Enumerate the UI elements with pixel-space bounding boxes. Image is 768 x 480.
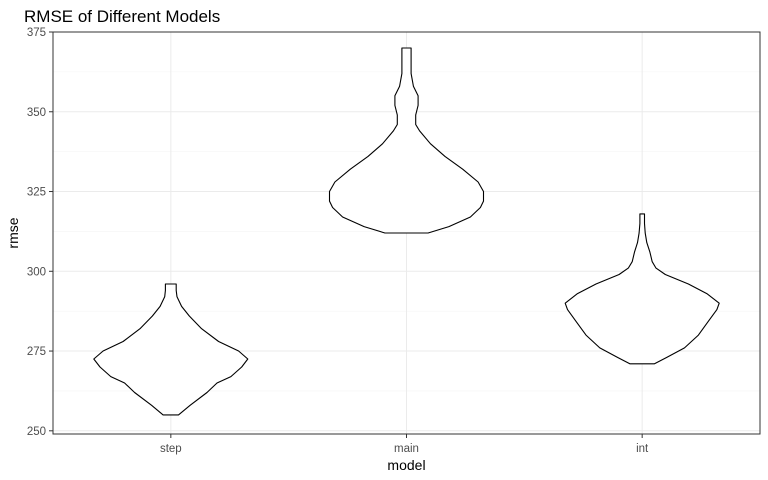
- x-tick-label-step: step: [160, 443, 182, 455]
- violin-int: [564, 213, 720, 365]
- violin-step: [93, 283, 249, 416]
- y-tick-label: 300: [27, 266, 46, 278]
- x-tick-label-int: int: [636, 443, 649, 455]
- x-axis-title: model: [387, 457, 425, 473]
- violins: [93, 47, 720, 416]
- x-axis: step main int: [160, 434, 649, 455]
- y-tick-label: 275: [27, 346, 46, 358]
- x-tick-label-main: main: [394, 443, 419, 455]
- y-axis: 250 275 300 325 350 375: [27, 27, 53, 438]
- y-tick-label: 350: [27, 107, 46, 119]
- y-tick-label: 250: [27, 426, 46, 438]
- chart-title: RMSE of Different Models: [24, 7, 220, 26]
- y-tick-label: 325: [27, 187, 46, 199]
- y-tick-label: 375: [27, 27, 46, 39]
- y-axis-title: rmse: [5, 217, 21, 248]
- violin-main: [328, 47, 485, 234]
